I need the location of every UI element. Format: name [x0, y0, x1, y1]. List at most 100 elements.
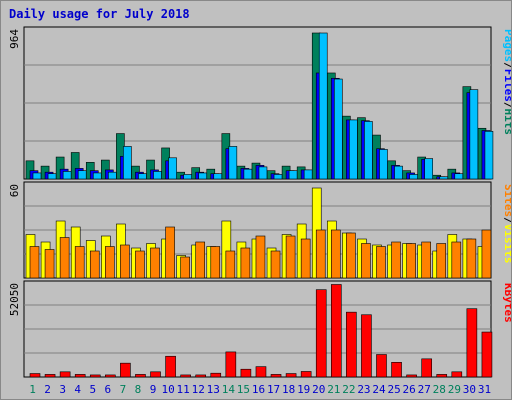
x-tick-label: 20: [312, 383, 325, 396]
bar-kbytes-day-31: [481, 331, 493, 378]
bar-kbytes-day-17: [270, 374, 282, 378]
bar-kbytes-day-1: [29, 373, 41, 378]
bar-sites-day-31: [481, 229, 492, 279]
bar-sites-day-3: [59, 237, 70, 279]
x-tick-label: 11: [177, 383, 190, 396]
bar-sites-day-5: [89, 250, 100, 279]
bar-pages-day-6: [108, 171, 117, 180]
x-tick-label: 17: [267, 383, 280, 396]
bar-pages-day-5: [92, 172, 102, 180]
x-tick-label: 21: [327, 383, 340, 396]
bar-pages-day-30: [469, 89, 479, 180]
bar-kbytes-day-27: [421, 358, 432, 378]
bar-pages-day-15: [243, 168, 253, 180]
bar-pages-day-13: [213, 173, 223, 180]
bar-sites-day-1: [29, 246, 40, 279]
ymax-label: 60: [8, 184, 21, 197]
bar-pages-day-19: [303, 169, 313, 180]
bar-sites-day-29: [451, 241, 462, 279]
x-tick-label: 14: [222, 383, 236, 396]
bar-sites-day-30: [466, 238, 477, 279]
panel-middle-legend: Sites/Visits: [502, 184, 511, 264]
bar-sites-day-7: [120, 244, 130, 279]
bar-pages-day-1: [32, 172, 42, 180]
x-tick-label: 13: [207, 383, 220, 396]
x-tick-label: 9: [150, 383, 157, 396]
bar-sites-day-2: [44, 249, 55, 279]
x-tick-label: 10: [161, 383, 174, 396]
x-tick-label: 15: [237, 383, 250, 396]
x-tick-label: 4: [74, 383, 81, 396]
x-tick-label: 31: [478, 383, 491, 396]
bar-sites-day-6: [105, 246, 115, 279]
bar-kbytes-day-29: [451, 371, 463, 378]
bar-kbytes-day-28: [436, 374, 448, 378]
bar-pages-day-8: [138, 173, 147, 180]
bar-sites-day-26: [406, 243, 416, 279]
x-tick-label: 23: [357, 383, 370, 396]
bar-kbytes-day-2: [44, 374, 56, 378]
x-tick-label: 12: [192, 383, 205, 396]
legend-separator: /: [502, 102, 511, 109]
x-tick-label: 7: [120, 383, 127, 396]
bar-pages-day-23: [364, 121, 373, 180]
legend-kbytes: KBytes: [502, 283, 511, 323]
bar-kbytes-day-10: [165, 355, 176, 378]
bar-sites-day-15: [240, 247, 251, 279]
bar-kbytes-day-4: [74, 374, 86, 378]
x-tick-label: 30: [463, 383, 476, 396]
bar-kbytes-day-20: [315, 289, 327, 378]
bar-pages-day-20: [318, 32, 328, 180]
x-tick-label: 27: [418, 383, 431, 396]
legend-visits: Visits: [502, 224, 511, 264]
x-tick-label: 1: [29, 383, 36, 396]
bar-sites-day-9: [150, 247, 160, 279]
bar-kbytes-day-5: [89, 374, 101, 378]
bar-pages-day-25: [394, 165, 403, 180]
bar-pages-day-29: [454, 173, 464, 180]
bar-kbytes-day-13: [210, 372, 222, 378]
bar-pages-day-7: [123, 146, 132, 180]
bar-kbytes-day-26: [406, 374, 417, 378]
x-tick-label: 18: [282, 383, 295, 396]
bar-sites-day-28: [436, 243, 447, 279]
bar-sites-day-27: [421, 241, 431, 279]
x-tick-label: 6: [105, 383, 112, 396]
bar-sites-day-16: [255, 235, 266, 279]
bar-pages-day-3: [62, 171, 72, 180]
bar-sites-day-18: [285, 235, 296, 279]
bar-kbytes-day-18: [285, 373, 297, 378]
bar-pages-day-12: [198, 172, 208, 180]
bar-pages-day-26: [409, 174, 418, 180]
x-tick-label: 16: [252, 383, 265, 396]
bar-kbytes-day-6: [105, 374, 116, 378]
bar-pages-day-10: [168, 157, 177, 180]
x-tick-label: 3: [59, 383, 66, 396]
bar-kbytes-day-12: [195, 374, 207, 378]
x-tick-label: 22: [342, 383, 355, 396]
bar-pages-day-21: [333, 78, 343, 180]
bar-sites-day-25: [391, 241, 401, 279]
bar-kbytes-day-15: [240, 368, 252, 378]
bar-sites-day-21: [330, 229, 341, 279]
bar-pages-day-17: [273, 174, 283, 180]
legend-sites: Sites: [502, 184, 511, 217]
bar-kbytes-day-23: [361, 314, 372, 378]
bar-sites-day-23: [361, 243, 371, 279]
x-tick-label: 29: [448, 383, 461, 396]
bar-kbytes-day-21: [330, 284, 342, 378]
bar-sites-day-20: [315, 229, 326, 279]
bar-sites-day-13: [210, 246, 221, 279]
bar-pages-day-22: [349, 119, 358, 180]
bar-sites-day-11: [180, 256, 190, 279]
panel-bottom-legend: KBytes: [502, 283, 511, 323]
bar-pages-day-9: [153, 171, 162, 180]
legend-hits: Hits: [502, 109, 511, 136]
bar-kbytes-day-22: [346, 311, 357, 378]
bar-pages-day-28: [439, 176, 449, 180]
chart-title: Daily usage for July 2018: [9, 7, 190, 21]
bar-kbytes-day-19: [300, 371, 312, 378]
bar-pages-day-18: [288, 170, 298, 180]
